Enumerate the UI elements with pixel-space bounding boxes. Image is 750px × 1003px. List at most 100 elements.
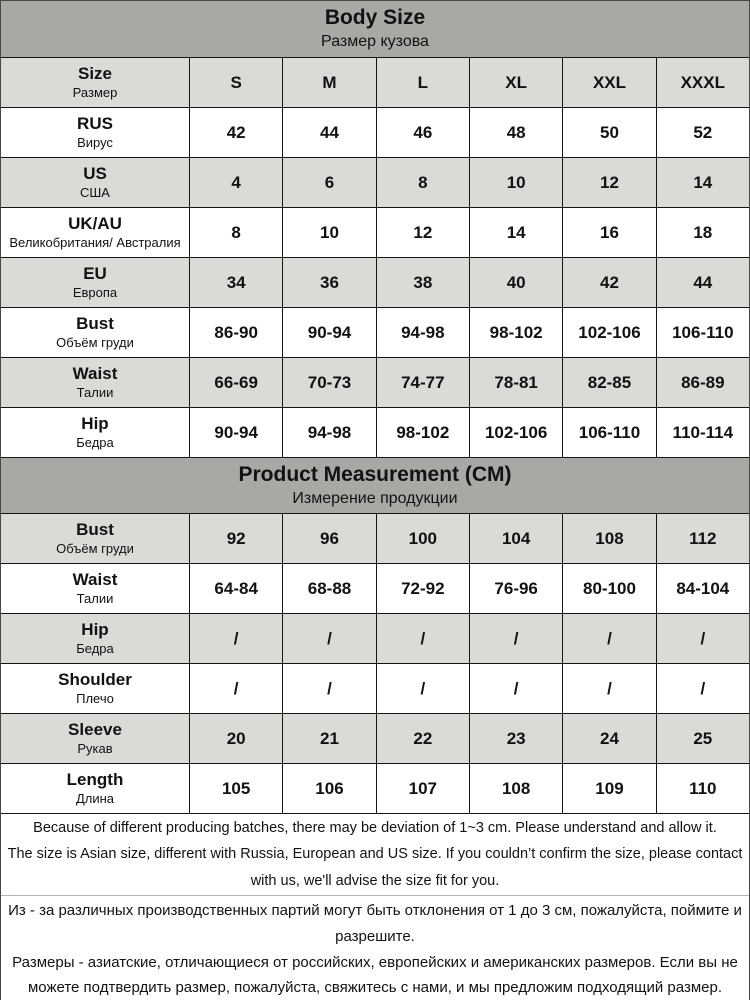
row-label-en: Bust xyxy=(76,519,114,539)
row-label-ru: Бедра xyxy=(76,435,114,451)
value-cell: 64-84 xyxy=(189,564,282,613)
value-cell: 80-100 xyxy=(562,564,655,613)
table-row: Waist Талии 66-69 70-73 74-77 78-81 82-85 86-89 xyxy=(1,357,749,407)
value-cell: / xyxy=(189,664,282,713)
note-english-line: Because of different producing batches, … xyxy=(33,819,717,836)
value-cell: / xyxy=(655,664,749,713)
table-row: Waist Талии 64-84 68-88 72-92 76-96 80-100 84-1… xyxy=(1,563,749,613)
value-cell: / xyxy=(562,664,655,713)
value-cell: 98-102 xyxy=(468,308,562,357)
value-cell: 110 xyxy=(655,764,749,813)
value-cell: 40 xyxy=(468,258,562,307)
table-row: Bust Объём груди 92 96 100 104 108 112 xyxy=(1,513,749,563)
row-label-en: Waist xyxy=(72,363,118,383)
row-header-cell: Bust Объём груди xyxy=(1,514,189,563)
value-cell: 34 xyxy=(189,258,282,307)
row-header-cell: RUS Вирус xyxy=(1,108,189,157)
table-row: Length Длина 105 106 107 108 109 110 xyxy=(1,763,749,813)
row-header-cell: Length Длина xyxy=(1,764,189,813)
value-cell: 108 xyxy=(562,514,655,563)
body-size-title: Body Size xyxy=(324,6,426,30)
value-cell: 107 xyxy=(375,764,469,813)
note-russian-line: Размеры - азиатские, отличающиеся от рос… xyxy=(12,953,738,997)
value-cell: / xyxy=(282,664,375,713)
row-header-cell: UK/AU Великобритания/ Австралия xyxy=(1,208,189,257)
row-label-en: Hip xyxy=(81,619,109,639)
row-label-ru: Великобритания/ Австралия xyxy=(9,235,181,251)
row-label-ru: Талии xyxy=(76,385,114,401)
value-cell: / xyxy=(468,614,562,663)
row-label-ru: Плечо xyxy=(76,691,114,707)
value-cell: 6 xyxy=(282,158,375,207)
value-cell: L xyxy=(375,58,469,107)
product-measurement-header: Product Measurement (CM) Измерение проду… xyxy=(1,457,749,513)
value-cell: 112 xyxy=(655,514,749,563)
body-size-header: Body Size Размер кузова xyxy=(1,1,749,57)
notes-russian: Из - за различных производственных парти… xyxy=(1,895,749,1003)
row-label-ru: Вирус xyxy=(77,135,113,151)
row-label-ru: Объём груди xyxy=(56,335,134,351)
value-cell: 100 xyxy=(375,514,469,563)
row-label-en: Sleeve xyxy=(68,719,122,739)
value-cell: 109 xyxy=(562,764,655,813)
table-row: Hip Бедра / / / / / / xyxy=(1,613,749,663)
value-cell: 4 xyxy=(189,158,282,207)
value-cell: 12 xyxy=(375,208,469,257)
product-measurement-table: Bust Объём груди 92 96 100 104 108 112 Waist Тали… xyxy=(1,513,749,813)
table-row: Sleeve Рукав 20 21 22 23 24 25 xyxy=(1,713,749,763)
value-cell: 8 xyxy=(375,158,469,207)
value-cell: 48 xyxy=(468,108,562,157)
row-label-ru: Длина xyxy=(75,791,115,807)
row-label-ru: США xyxy=(80,185,110,201)
row-label-en: Size xyxy=(77,63,113,83)
table-row: EU Европа 34 36 38 40 42 44 xyxy=(1,257,749,307)
value-cell: 24 xyxy=(562,714,655,763)
value-cell: 92 xyxy=(189,514,282,563)
value-cell: / xyxy=(282,614,375,663)
row-header-cell: Hip Бедра xyxy=(1,408,189,457)
value-cell: 72-92 xyxy=(375,564,469,613)
value-cell: 86-89 xyxy=(655,358,749,407)
value-cell: 78-81 xyxy=(468,358,562,407)
row-label-ru: Рукав xyxy=(77,741,113,757)
row-header-cell: Sleeve Рукав xyxy=(1,714,189,763)
value-cell: 90-94 xyxy=(189,408,282,457)
value-cell: 94-98 xyxy=(282,408,375,457)
product-measurement-subtitle: Измерение продукции xyxy=(292,489,458,507)
value-cell: 10 xyxy=(468,158,562,207)
value-cell: 110-114 xyxy=(655,408,749,457)
value-cell: 50 xyxy=(562,108,655,157)
value-cell: / xyxy=(375,664,469,713)
row-header-cell: Bust Объём груди xyxy=(1,308,189,357)
table-row: Hip Бедра 90-94 94-98 98-102 102-106 106-110 11… xyxy=(1,407,749,457)
value-cell: 18 xyxy=(655,208,749,257)
value-cell: 76-96 xyxy=(468,564,562,613)
value-cell: 74-77 xyxy=(375,358,469,407)
value-cell: 102-106 xyxy=(562,308,655,357)
row-label-en: Waist xyxy=(72,569,118,589)
value-cell: 14 xyxy=(655,158,749,207)
row-label-en: US xyxy=(83,163,107,183)
note-english-line: The size is Asian size, different with R… xyxy=(7,846,743,889)
value-cell: 25 xyxy=(655,714,749,763)
value-cell: 16 xyxy=(562,208,655,257)
value-cell: 46 xyxy=(375,108,469,157)
value-cell: 106 xyxy=(282,764,375,813)
value-cell: 52 xyxy=(655,108,749,157)
value-cell: XL xyxy=(468,58,562,107)
table-row: Bust Объём груди 86-90 90-94 94-98 98-102 102-… xyxy=(1,307,749,357)
value-cell: 70-73 xyxy=(282,358,375,407)
value-cell: 104 xyxy=(468,514,562,563)
table-row: RUS Вирус 42 44 46 48 50 52 xyxy=(1,107,749,157)
value-cell: 10 xyxy=(282,208,375,257)
value-cell: 106-110 xyxy=(655,308,749,357)
row-header-cell: Waist Талии xyxy=(1,564,189,613)
value-cell: 86-90 xyxy=(189,308,282,357)
row-header-cell: Shoulder Плечо xyxy=(1,664,189,713)
row-label-en: RUS xyxy=(77,113,113,133)
value-cell: 94-98 xyxy=(375,308,469,357)
value-cell: 42 xyxy=(189,108,282,157)
table-row: US США 4 6 8 10 12 14 xyxy=(1,157,749,207)
value-cell: 23 xyxy=(468,714,562,763)
